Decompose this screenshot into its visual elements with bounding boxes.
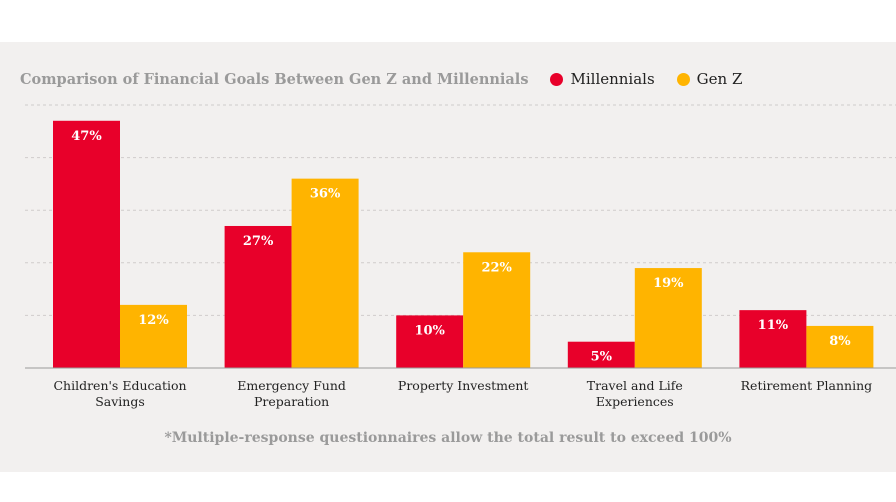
bar-millennials [224,225,292,368]
bar-gen-z [120,304,187,368]
legend-dot-millennials [550,72,564,86]
category-label: Children's Education [53,378,186,393]
bar-millennials [567,341,635,368]
bar-gen-z [463,252,531,368]
data-label: 11% [758,318,789,333]
bar-millennials [396,315,464,368]
legend-dot-genz [676,72,690,86]
category-label: Travel and Life [587,378,683,393]
chart-header: Comparison of Financial Goals Between Ge… [20,67,764,91]
data-label: 10% [414,323,445,338]
chart-panel [0,42,896,472]
category-label: Property Investment [398,378,529,393]
bar-millennials [739,310,807,368]
data-label: 5% [591,350,613,365]
legend-label-genz: Gen Z [696,70,743,88]
chart-title: Comparison of Financial Goals Between Ge… [20,70,529,88]
category-label: Experiences [596,394,674,409]
category-label: Emergency Fund [237,378,346,393]
bar-millennials [53,120,120,368]
data-label: 8% [829,334,851,349]
category-label: Retirement Planning [741,378,873,393]
bar-gen-z [291,178,359,368]
legend-item-millennials: Millennials [550,70,655,88]
data-label: 27% [243,234,274,249]
footnote: *Multiple-response questionnaires allow … [164,430,732,446]
data-label: 12% [138,313,169,328]
data-label: 36% [310,187,341,202]
data-label: 22% [481,260,512,275]
category-label: Preparation [254,394,329,409]
data-label: 19% [653,276,684,291]
legend-label-millennials: Millennials [570,70,655,88]
legend-item-genz: Gen Z [676,70,743,88]
data-label: 47% [71,129,102,144]
bar-gen-z [634,268,702,368]
category-label: Savings [95,394,145,409]
bar-gen-z [806,325,874,368]
